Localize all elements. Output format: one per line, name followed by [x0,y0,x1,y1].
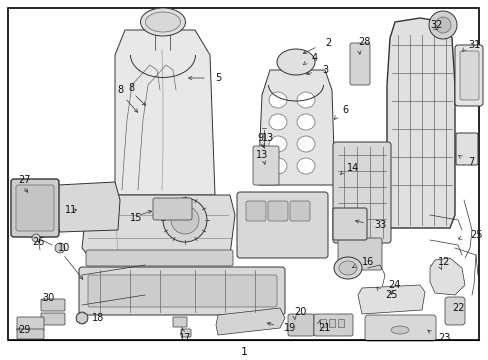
Ellipse shape [390,326,408,334]
Ellipse shape [268,114,286,130]
Text: 23: 23 [437,333,449,343]
Text: 12: 12 [437,257,449,267]
Polygon shape [429,258,464,295]
Ellipse shape [338,261,356,275]
Ellipse shape [333,257,361,279]
Bar [319,319,325,327]
Text: 14: 14 [346,163,359,173]
Text: 33: 33 [373,220,386,230]
FancyBboxPatch shape [181,329,191,337]
Text: 10: 10 [58,243,70,253]
Circle shape [428,11,456,39]
FancyBboxPatch shape [287,314,313,336]
FancyBboxPatch shape [11,179,59,237]
Ellipse shape [268,158,286,174]
Text: 27: 27 [18,175,30,185]
FancyBboxPatch shape [17,329,44,339]
Ellipse shape [268,92,286,108]
FancyBboxPatch shape [454,45,482,106]
Text: 3: 3 [321,65,327,75]
Circle shape [55,243,65,253]
Text: 17: 17 [179,333,191,343]
Ellipse shape [276,49,314,75]
Bar [328,319,334,327]
Text: 13: 13 [262,133,274,143]
FancyBboxPatch shape [88,275,276,307]
Text: 2: 2 [325,38,330,48]
Text: 9: 9 [256,133,263,143]
Text: 29: 29 [18,325,30,335]
Text: 28: 28 [357,37,369,47]
Circle shape [76,312,88,324]
Ellipse shape [145,12,180,32]
Circle shape [32,234,40,242]
Text: 32: 32 [429,20,442,30]
Ellipse shape [296,114,314,130]
FancyBboxPatch shape [41,299,65,311]
Text: 16: 16 [361,257,373,267]
Ellipse shape [296,158,314,174]
Text: 13: 13 [255,150,267,160]
FancyBboxPatch shape [252,146,279,185]
FancyBboxPatch shape [332,142,390,243]
FancyBboxPatch shape [313,314,352,336]
FancyBboxPatch shape [349,43,369,85]
FancyBboxPatch shape [267,201,287,221]
Text: 18: 18 [92,313,104,323]
FancyBboxPatch shape [41,313,65,325]
Text: 7: 7 [467,157,473,167]
Text: 25: 25 [384,290,397,300]
Text: 25: 25 [469,230,482,240]
Polygon shape [115,30,215,195]
Text: 21: 21 [317,323,330,333]
Circle shape [434,17,450,33]
FancyBboxPatch shape [289,201,309,221]
FancyBboxPatch shape [86,250,232,266]
Polygon shape [82,195,235,258]
Text: 15: 15 [130,213,142,223]
Polygon shape [216,308,285,335]
Text: 30: 30 [42,293,54,303]
Text: 6: 6 [341,105,347,115]
FancyBboxPatch shape [79,267,285,315]
Ellipse shape [140,8,185,36]
Polygon shape [258,70,334,185]
Ellipse shape [296,136,314,152]
FancyBboxPatch shape [337,238,381,270]
Text: 4: 4 [311,53,318,63]
Text: 26: 26 [32,237,44,247]
Polygon shape [386,18,454,228]
Circle shape [163,198,206,242]
Text: 24: 24 [387,280,400,290]
FancyBboxPatch shape [17,317,44,331]
Text: 19: 19 [284,323,296,333]
Text: 8: 8 [117,85,123,95]
Text: 20: 20 [293,307,306,317]
Text: 31: 31 [467,40,479,50]
FancyBboxPatch shape [455,133,477,165]
Text: 5: 5 [215,73,221,83]
Text: 22: 22 [451,303,464,313]
FancyBboxPatch shape [237,192,327,258]
Bar [337,319,343,327]
FancyBboxPatch shape [153,198,192,220]
FancyBboxPatch shape [16,185,54,231]
FancyBboxPatch shape [245,201,265,221]
FancyBboxPatch shape [173,317,186,327]
Polygon shape [55,182,120,232]
Circle shape [171,206,199,234]
FancyBboxPatch shape [364,315,435,341]
Polygon shape [357,285,424,314]
FancyBboxPatch shape [459,51,478,100]
FancyBboxPatch shape [332,208,366,240]
Text: 8: 8 [128,83,134,93]
Text: 11: 11 [65,205,77,215]
Ellipse shape [296,92,314,108]
Ellipse shape [268,136,286,152]
Text: 1: 1 [240,347,247,357]
FancyBboxPatch shape [444,297,464,325]
